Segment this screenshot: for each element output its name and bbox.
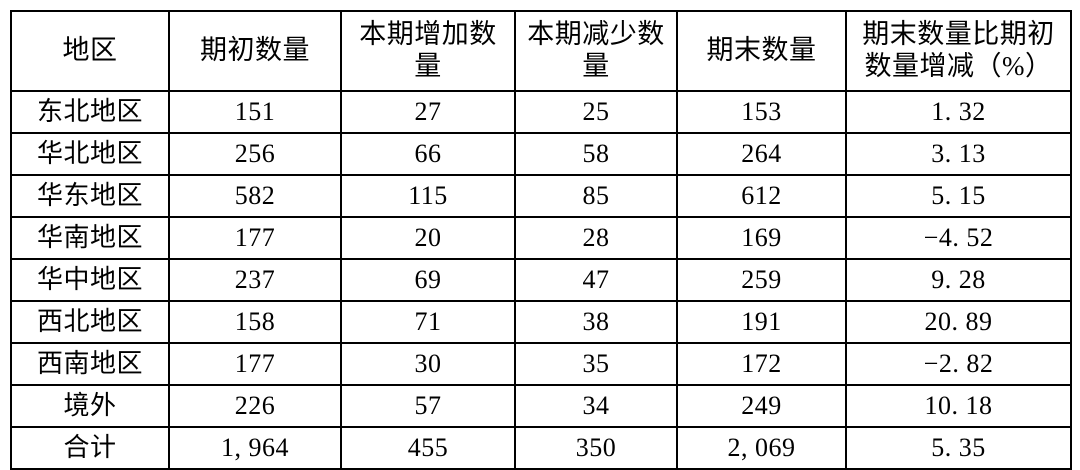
cell-region: 境外 (10, 384, 170, 428)
table-row-total: 合计 1, 964 455 350 2, 069 5. 35 (10, 426, 1072, 470)
table-row: 华北地区 256 66 58 264 3. 13 (10, 132, 1072, 176)
cell-increase: 71 (340, 300, 516, 344)
region-quantity-table: 地区 期初数量 本期增加数量 本期减少数量 期末数量 期末数量比期初数量增减（%… (10, 10, 1072, 470)
cell-region: 西南地区 (10, 342, 170, 386)
table-row: 西北地区 158 71 38 191 20. 89 (10, 300, 1072, 344)
cell-end: 249 (676, 384, 847, 428)
cell-end: 172 (676, 342, 847, 386)
cell-begin: 158 (168, 300, 342, 344)
cell-decrease: 28 (514, 216, 678, 260)
cell-increase: 27 (340, 90, 516, 134)
cell-increase: 455 (340, 426, 516, 470)
cell-end: 264 (676, 132, 847, 176)
column-header-change-pct: 期末数量比期初数量增减（%） (845, 10, 1072, 92)
cell-end: 259 (676, 258, 847, 302)
cell-region: 合计 (10, 426, 170, 470)
cell-decrease: 47 (514, 258, 678, 302)
cell-decrease: 58 (514, 132, 678, 176)
cell-increase: 69 (340, 258, 516, 302)
table-row: 华南地区 177 20 28 169 −4. 52 (10, 216, 1072, 260)
cell-end: 2, 069 (676, 426, 847, 470)
cell-decrease: 25 (514, 90, 678, 134)
column-header-begin: 期初数量 (168, 10, 342, 92)
cell-begin: 1, 964 (168, 426, 342, 470)
cell-increase: 66 (340, 132, 516, 176)
cell-end: 169 (676, 216, 847, 260)
cell-decrease: 34 (514, 384, 678, 428)
cell-decrease: 85 (514, 174, 678, 218)
cell-change-pct: −4. 52 (845, 216, 1072, 260)
table-row: 境外 226 57 34 249 10. 18 (10, 384, 1072, 428)
cell-change-pct: 5. 35 (845, 426, 1072, 470)
table-body: 东北地区 151 27 25 153 1. 32 华北地区 256 66 58 … (10, 90, 1072, 470)
cell-begin: 177 (168, 216, 342, 260)
cell-change-pct: 10. 18 (845, 384, 1072, 428)
table-row: 西南地区 177 30 35 172 −2. 82 (10, 342, 1072, 386)
cell-end: 153 (676, 90, 847, 134)
cell-begin: 256 (168, 132, 342, 176)
column-header-region: 地区 (10, 10, 170, 92)
column-header-end: 期末数量 (676, 10, 847, 92)
header-row: 地区 期初数量 本期增加数量 本期减少数量 期末数量 期末数量比期初数量增减（%… (10, 10, 1072, 92)
cell-region: 华中地区 (10, 258, 170, 302)
cell-region: 华北地区 (10, 132, 170, 176)
cell-increase: 20 (340, 216, 516, 260)
table-container: 地区 期初数量 本期增加数量 本期减少数量 期末数量 期末数量比期初数量增减（%… (10, 10, 1072, 470)
cell-increase: 57 (340, 384, 516, 428)
cell-change-pct: 1. 32 (845, 90, 1072, 134)
cell-region: 西北地区 (10, 300, 170, 344)
cell-change-pct: 3. 13 (845, 132, 1072, 176)
cell-end: 191 (676, 300, 847, 344)
cell-begin: 177 (168, 342, 342, 386)
cell-region: 东北地区 (10, 90, 170, 134)
cell-decrease: 38 (514, 300, 678, 344)
cell-begin: 226 (168, 384, 342, 428)
cell-region: 华东地区 (10, 174, 170, 218)
cell-increase: 115 (340, 174, 516, 218)
cell-begin: 237 (168, 258, 342, 302)
cell-change-pct: −2. 82 (845, 342, 1072, 386)
table-row: 东北地区 151 27 25 153 1. 32 (10, 90, 1072, 134)
cell-change-pct: 9. 28 (845, 258, 1072, 302)
cell-decrease: 350 (514, 426, 678, 470)
cell-end: 612 (676, 174, 847, 218)
cell-begin: 151 (168, 90, 342, 134)
cell-begin: 582 (168, 174, 342, 218)
cell-region: 华南地区 (10, 216, 170, 260)
table-row: 华东地区 582 115 85 612 5. 15 (10, 174, 1072, 218)
table-header: 地区 期初数量 本期增加数量 本期减少数量 期末数量 期末数量比期初数量增减（%… (10, 10, 1072, 92)
cell-increase: 30 (340, 342, 516, 386)
cell-change-pct: 20. 89 (845, 300, 1072, 344)
cell-change-pct: 5. 15 (845, 174, 1072, 218)
column-header-increase: 本期增加数量 (340, 10, 516, 92)
column-header-decrease: 本期减少数量 (514, 10, 678, 92)
table-row: 华中地区 237 69 47 259 9. 28 (10, 258, 1072, 302)
cell-decrease: 35 (514, 342, 678, 386)
